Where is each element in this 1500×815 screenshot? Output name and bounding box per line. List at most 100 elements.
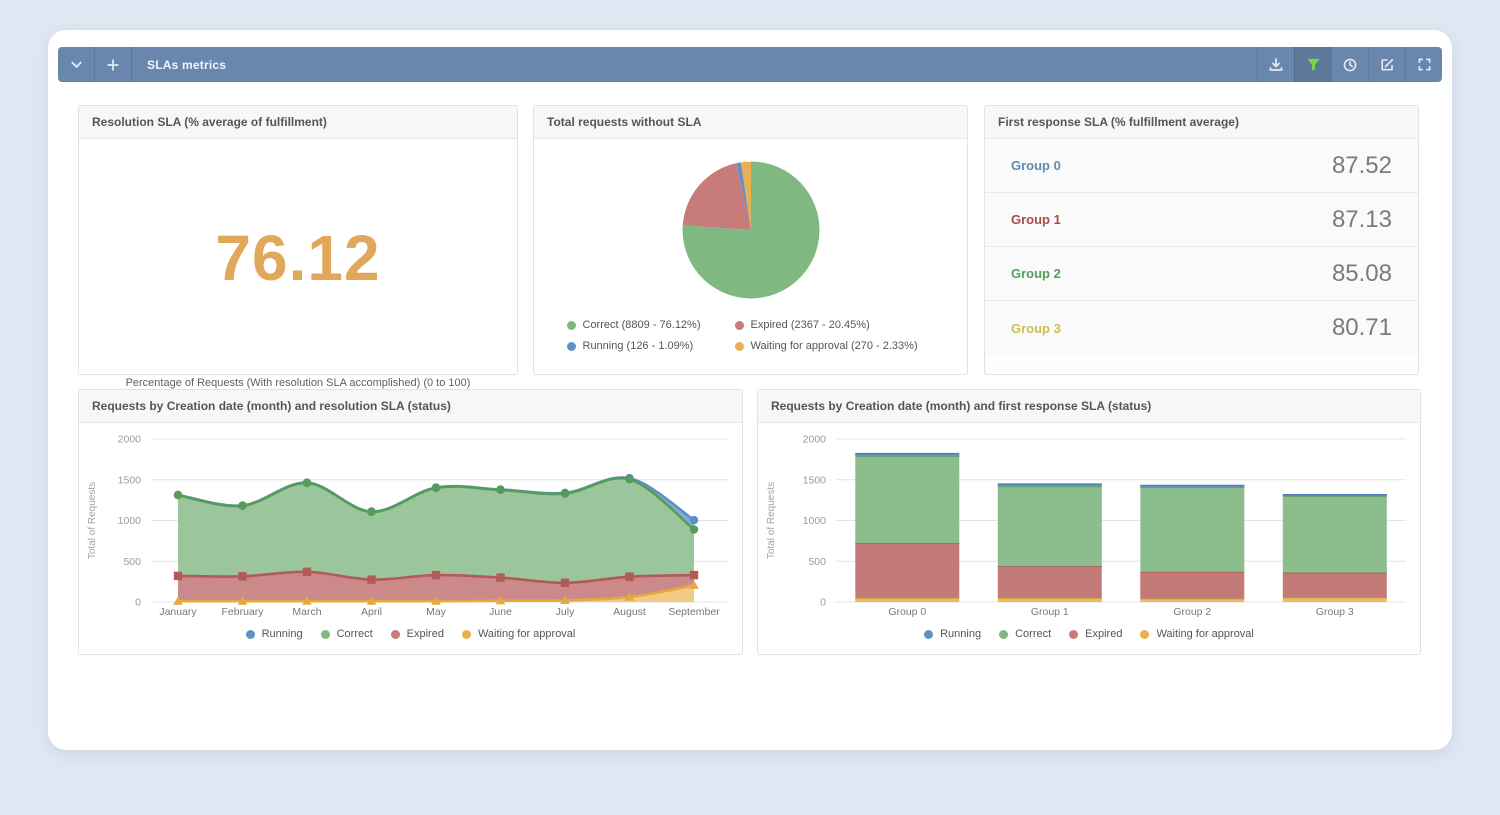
svg-text:January: January [159,606,197,618]
group-3-link[interactable]: Group 3 [1011,320,1061,336]
resolution-sla-value: 76.12 [215,222,381,294]
legend-label: Correct (8809 - 76.12%) [582,319,701,331]
resolution-area-chart: 0 500 1000 1500 2000 Total of Requests January… [87,434,728,618]
clock-icon [1343,58,1357,71]
legend-item-correct: Correct (8809 - 76.12%) [566,319,735,331]
legend-label: Correct [336,628,373,640]
group-3-value: 80.71 [1331,314,1392,341]
svg-text:Group 1: Group 1 [1031,606,1069,618]
edit-icon [1381,58,1394,70]
bar-chart-legend: Running Correct Expired Waiting for appr… [758,628,1420,640]
edit-button[interactable] [1368,47,1405,82]
legend-label: Running [940,628,982,640]
card-first-response-sla-title: First response SLA (% fulfillment averag… [985,106,1418,139]
svg-text:May: May [426,606,447,618]
legend-item-expired: Expired [1069,628,1122,640]
filter-button[interactable] [1294,47,1331,82]
expand-icon [1418,58,1430,71]
requests-without-sla-pie-chart [682,161,819,299]
download-icon [1269,57,1283,71]
group-1-value: 87.13 [1331,205,1392,233]
svg-text:August: August [613,606,646,618]
svg-text:2000: 2000 [118,434,142,446]
svg-text:June: June [489,606,512,618]
waiting-legend-dot-icon [734,341,744,351]
svg-text:March: March [292,606,321,618]
legend-label: Expired (2367 - 20.45%) [750,319,870,331]
waiting-legend-dot-icon [461,629,471,639]
dashboard-toolbar: SLAs metrics [58,47,1442,82]
plus-icon [107,58,119,71]
group-1-link[interactable]: Group 1 [1011,212,1061,227]
card-resolution-by-month-title: Requests by Creation date (month) and re… [79,390,742,423]
card-first-response-by-group: Requests by Creation date (month) and fi… [757,389,1421,655]
svg-text:Group 0: Group 0 [888,606,926,618]
expired-legend-dot-icon [1069,629,1079,639]
svg-text:1000: 1000 [803,515,827,527]
download-button[interactable] [1257,47,1294,82]
running-legend-dot-icon [924,629,934,639]
legend-item-waiting: Waiting for approval [1140,628,1254,640]
svg-text:July: July [556,606,575,618]
card-requests-without-sla-title: Total requests without SLA [534,106,967,139]
legend-label: Running [261,628,303,640]
legend-item-waiting: Waiting for approval (270 - 2.33%) [734,340,935,352]
fullscreen-button[interactable] [1405,47,1442,82]
dashboard-title: SLAs metrics [147,57,227,72]
group-0-value: 87.52 [1331,151,1392,179]
legend-label: Waiting for approval [477,628,576,640]
group-2-link[interactable]: Group 2 [1011,266,1061,281]
svg-text:April: April [361,606,382,618]
legend-item-correct: Correct [320,628,373,640]
pie-legend: Correct (8809 - 76.12%) Expired (2367 - … [566,319,935,352]
svg-text:Group 2: Group 2 [1173,606,1211,618]
svg-text:February: February [221,606,264,618]
running-legend-dot-icon [566,341,576,351]
card-resolution-by-month: Requests by Creation date (month) and re… [78,389,743,655]
svg-text:0: 0 [135,597,141,609]
chevron-down-icon [70,61,82,68]
group-row-2[interactable]: Group 2 85.08 [985,247,1418,301]
correct-legend-dot-icon [566,320,576,330]
legend-label: Expired [1085,628,1123,640]
correct-legend-dot-icon [999,629,1009,639]
dashboard-panel: SLAs metrics Resolution SLA (% average o… [48,30,1452,750]
first-response-bar-chart: 0 500 1000 1500 2000 Total of Requests Group 0… [766,434,1406,618]
legend-label: Running (126 - 1.09%) [582,340,694,352]
legend-label: Waiting for approval (270 - 2.33%) [750,340,918,352]
legend-item-expired: Expired (2367 - 20.45%) [734,319,935,331]
legend-item-running: Running [924,628,981,640]
svg-text:500: 500 [808,556,826,568]
group-row-1[interactable]: Group 1 87.13 [985,193,1418,247]
resolution-sla-caption: Percentage of Requests (With resolution … [125,377,471,389]
legend-item-running: Running (126 - 1.09%) [566,340,735,352]
legend-item-correct: Correct [999,628,1051,640]
card-requests-without-sla: Total requests without SLA Correct (8809… [533,105,968,375]
svg-text:1500: 1500 [118,474,142,486]
card-resolution-sla-title: Resolution SLA (% average of fulfillment… [79,106,517,139]
card-first-response-sla: First response SLA (% fulfillment averag… [984,105,1419,375]
svg-text:500: 500 [123,556,141,568]
svg-text:Group 3: Group 3 [1316,606,1354,618]
group-0-link[interactable]: Group 0 [1011,158,1061,173]
group-row-0[interactable]: Group 0 87.52 [985,139,1418,193]
collapse-dashboard-button[interactable] [58,47,95,82]
waiting-legend-dot-icon [1140,629,1150,639]
svg-text:1000: 1000 [118,515,142,527]
legend-item-waiting: Waiting for approval [461,628,576,640]
legend-item-running: Running [245,628,303,640]
svg-text:Total of Requests: Total of Requests [766,482,777,559]
legend-label: Waiting for approval [1156,628,1254,640]
svg-text:Total of Requests: Total of Requests [87,482,98,559]
add-dashboard-button[interactable] [95,47,132,82]
history-button[interactable] [1331,47,1368,82]
svg-text:2000: 2000 [803,434,827,446]
group-row-3[interactable]: Group 3 80.71 [985,301,1418,355]
legend-item-expired: Expired [390,628,444,640]
expired-legend-dot-icon [734,320,744,330]
filter-icon [1306,58,1320,71]
card-first-response-by-group-title: Requests by Creation date (month) and fi… [758,390,1420,423]
svg-text:0: 0 [820,597,826,609]
correct-legend-dot-icon [320,629,330,639]
legend-label: Expired [406,628,444,640]
